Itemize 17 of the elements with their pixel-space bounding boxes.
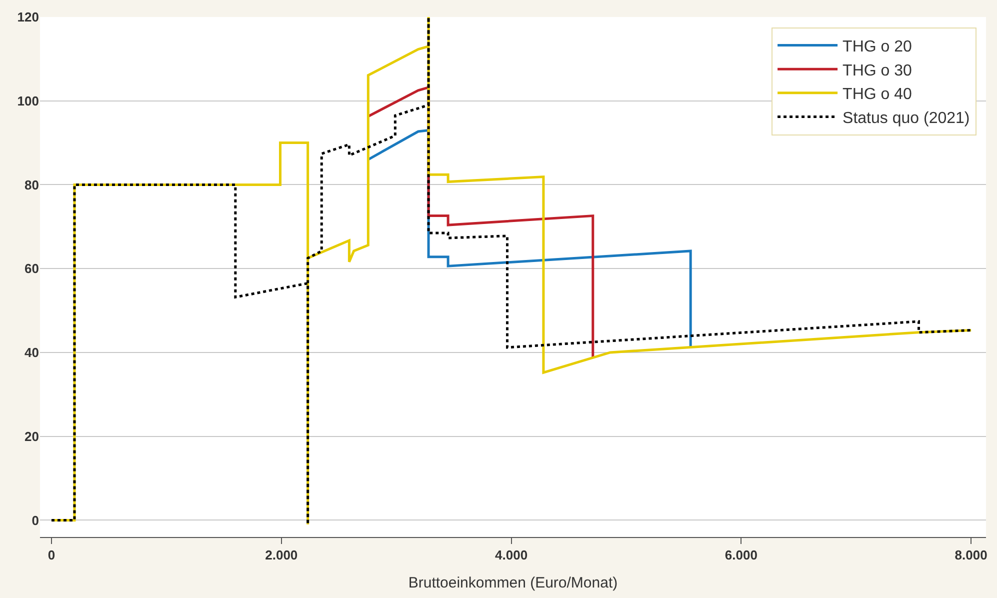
x-tick-label: 8.000 [954, 548, 988, 563]
legend-label: THG o 40 [842, 86, 912, 104]
y-tick-label: 20 [24, 428, 39, 444]
y-tick-label: 40 [24, 345, 39, 360]
y-tick-label: 80 [24, 177, 39, 192]
legend-label: THG o 20 [842, 38, 912, 56]
y-tick-label: 0 [32, 512, 39, 528]
legend-label: THG o 30 [842, 62, 912, 80]
x-tick-label: 2.000 [265, 548, 298, 563]
y-tick-label: 120 [17, 10, 39, 25]
y-tick-label: 60 [24, 261, 39, 276]
x-tick-label: 6.000 [724, 548, 758, 563]
legend-label: Status quo (2021) [842, 110, 970, 127]
x-tick-label: 0 [48, 548, 56, 563]
x-axis-title: Bruttoeinkommen (Euro/Monat) [408, 574, 618, 592]
x-tick-label: 4.000 [495, 548, 528, 563]
y-tick-label: 100 [17, 93, 39, 108]
